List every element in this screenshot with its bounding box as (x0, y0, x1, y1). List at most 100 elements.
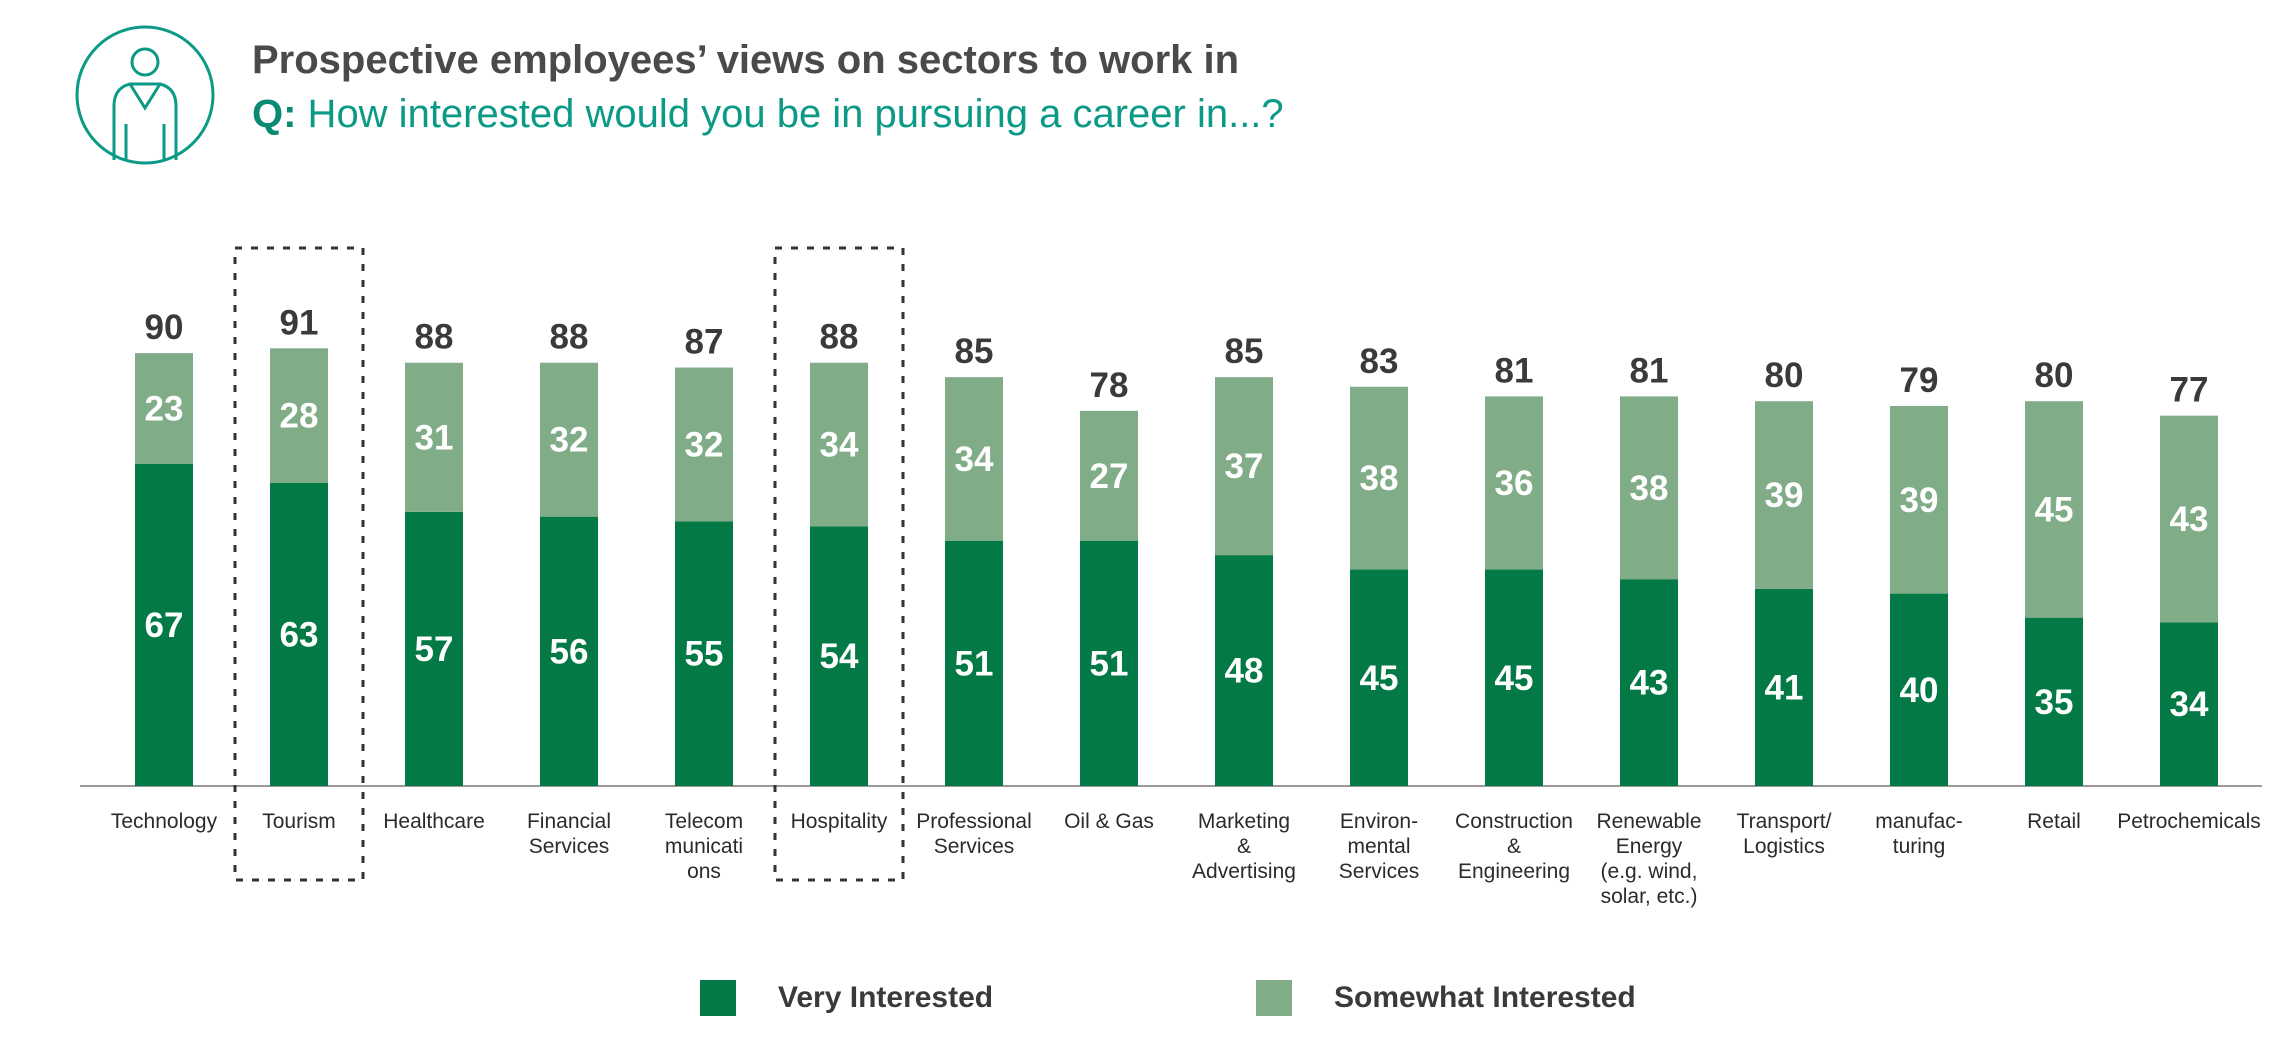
category-label: Financial Services (527, 810, 611, 858)
data-label-very-interested: 41 (1765, 668, 1804, 707)
total-label: 78 (1090, 366, 1129, 405)
data-label-somewhat-interested: 23 (145, 389, 184, 428)
category-label-line: Hospitality (791, 810, 888, 833)
bar-somewhat-interested (1350, 386, 1408, 570)
category-label-line: Transport/ (1737, 810, 1832, 833)
total-label: 91 (280, 303, 319, 342)
bar-very-interested (1350, 569, 1408, 786)
data-label-very-interested: 51 (955, 644, 994, 683)
data-label-somewhat-interested: 37 (1225, 447, 1264, 486)
chart-legend: Very Interested Somewhat Interested (0, 968, 2288, 1028)
category-label-line: municati (665, 835, 743, 858)
data-label-somewhat-interested: 36 (1495, 464, 1534, 503)
bar-very-interested (135, 463, 193, 786)
bar-very-interested (270, 482, 328, 786)
bar-somewhat-interested (945, 377, 1003, 541)
category-label-line: Engineering (1458, 860, 1570, 883)
bar-very-interested (2025, 617, 2083, 786)
data-label-somewhat-interested: 38 (1360, 459, 1399, 498)
bar-somewhat-interested (1620, 396, 1678, 580)
total-label: 85 (1225, 332, 1264, 371)
data-label-somewhat-interested: 32 (550, 421, 589, 460)
category-label: Environ-mental Services (1339, 810, 1420, 883)
category-label-line: ons (687, 860, 721, 883)
data-label-very-interested: 67 (145, 606, 184, 645)
bar-somewhat-interested (675, 367, 733, 522)
bar-very-interested (1755, 588, 1813, 786)
category-label-line: Marketing (1198, 810, 1290, 833)
category-label-line: Healthcare (383, 810, 485, 833)
category-label: Construction & Engineering (1455, 810, 1573, 883)
data-label-somewhat-interested: 34 (820, 425, 859, 464)
data-label-very-interested: 55 (685, 635, 724, 674)
data-label-very-interested: 40 (1900, 671, 1939, 710)
highlight-box (233, 246, 365, 882)
data-label-somewhat-interested: 39 (1900, 481, 1939, 520)
bar-somewhat-interested (810, 362, 868, 527)
total-label: 79 (1900, 361, 1939, 400)
category-label-line: Telecom (665, 810, 743, 833)
category-label-line: mental (1347, 835, 1410, 858)
category-label-line: Petrochemicals (2117, 810, 2261, 833)
category-label: Telecom municati ons (665, 810, 743, 883)
total-label: 77 (2170, 371, 2209, 410)
data-label-very-interested: 48 (1225, 652, 1264, 691)
bar-very-interested (1890, 593, 1948, 786)
data-label-somewhat-interested: 31 (415, 418, 454, 457)
bar-very-interested (945, 540, 1003, 786)
legend-swatch-somewhat-interested (1256, 980, 1292, 1016)
category-label-line: Professional (916, 810, 1032, 833)
category-label-line: Technology (111, 810, 218, 833)
data-label-very-interested: 56 (550, 632, 589, 671)
data-label-very-interested: 34 (2170, 685, 2209, 724)
category-label-line: manufac- (1875, 810, 1963, 833)
category-label-line: Construction (1455, 810, 1573, 833)
category-label: Technology (111, 810, 218, 833)
category-label-line: Services (1339, 860, 1420, 883)
data-label-very-interested: 43 (1630, 664, 1669, 703)
data-label-very-interested: 51 (1090, 644, 1129, 683)
data-label-very-interested: 45 (1495, 659, 1534, 698)
category-label-line: Retail (2027, 810, 2081, 833)
question-text: How interested would you be in pursuing … (296, 92, 1284, 136)
category-label-line: & (1237, 835, 1251, 858)
category-label: Healthcare (383, 810, 485, 833)
bar-somewhat-interested (1215, 377, 1273, 556)
bar-very-interested (405, 511, 463, 786)
category-label-line: Environ- (1340, 810, 1418, 833)
data-label-somewhat-interested: 32 (685, 425, 724, 464)
chart-question: Q: How interested would you be in pursui… (252, 92, 1284, 137)
bar-somewhat-interested (2160, 415, 2218, 623)
data-label-somewhat-interested: 27 (1090, 457, 1129, 496)
bar-somewhat-interested (135, 353, 193, 464)
category-label-line: Renewable (1596, 810, 1701, 833)
bar-somewhat-interested (540, 362, 598, 517)
legend-swatch-very-interested (700, 980, 736, 1016)
category-label: Tourism (262, 810, 336, 833)
person-icon (75, 25, 215, 165)
category-label-line: Energy (1616, 835, 1683, 858)
category-label-line: Services (934, 835, 1015, 858)
total-label: 88 (415, 318, 454, 357)
legend-label-very-interested: Very Interested (778, 981, 994, 1014)
category-label-line: turing (1893, 835, 1946, 858)
total-label: 81 (1495, 351, 1534, 390)
category-label: manufac-turing (1875, 810, 1963, 858)
data-label-somewhat-interested: 39 (1765, 476, 1804, 515)
bar-somewhat-interested (270, 348, 328, 483)
data-label-very-interested: 63 (280, 615, 319, 654)
total-label: 90 (145, 308, 184, 347)
category-label-line: Financial (527, 810, 611, 833)
total-label: 83 (1360, 342, 1399, 381)
chart-title: Prospective employees’ views on sectors … (252, 38, 1240, 82)
question-prefix: Q: (252, 92, 297, 136)
legend-label-somewhat-interested: Somewhat Interested (1334, 981, 1636, 1014)
legend-item-somewhat-interested: Somewhat Interested (1256, 968, 1636, 1028)
bar-very-interested (1215, 555, 1273, 786)
bar-somewhat-interested (1485, 396, 1543, 570)
category-label: Oil & Gas (1064, 810, 1154, 833)
legend-item-very-interested: Very Interested (700, 968, 993, 1028)
chart-header: Prospective employees’ views on sectors … (0, 0, 2288, 170)
bar-somewhat-interested (405, 362, 463, 512)
data-label-somewhat-interested: 28 (280, 397, 319, 436)
